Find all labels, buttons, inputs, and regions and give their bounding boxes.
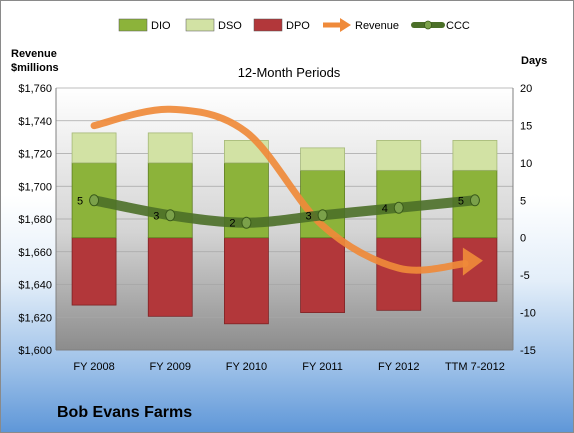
bar-dio — [147, 162, 193, 239]
left-tick-label: $1,720 — [18, 149, 52, 161]
right-tick-label: 10 — [520, 158, 532, 170]
legend-item: DPO — [253, 18, 310, 32]
ccc-point — [165, 209, 176, 222]
bar-dpo — [71, 237, 117, 306]
category-label: FY 2009 — [150, 361, 191, 373]
ccc-point — [393, 201, 404, 214]
bar-dso — [300, 147, 345, 171]
bars — [71, 132, 498, 325]
legend-label: DPO — [286, 20, 310, 32]
legend-label: Revenue — [355, 20, 399, 32]
lines: 5 3 2 3 4 5 — [77, 105, 483, 276]
ccc-data-label: 5 — [458, 195, 464, 207]
right-tick-label: -15 — [520, 345, 536, 357]
legend-arrowhead — [340, 18, 351, 32]
left-axis-label-line2: $millions — [11, 62, 59, 74]
legend-item: DSO — [185, 18, 242, 32]
left-tick-label: $1,760 — [18, 83, 52, 95]
bar-dso — [71, 132, 117, 164]
left-axis-label-line1: Revenue — [11, 48, 57, 60]
ccc-point — [241, 216, 252, 229]
right-tick-label: -10 — [520, 308, 536, 320]
ccc-data-label: 5 — [77, 195, 83, 207]
legend-item: DIO — [118, 18, 171, 32]
bar-dso — [147, 132, 193, 164]
company-name: Bob Evans Farms — [57, 404, 193, 421]
legend-item: CCC — [411, 20, 470, 32]
category-label: FY 2008 — [73, 361, 114, 373]
legend-swatch — [118, 18, 148, 32]
bar-dpo — [300, 237, 345, 313]
ccc-point — [317, 209, 328, 222]
revenue-line — [90, 105, 469, 274]
right-tick-label: 5 — [520, 195, 526, 207]
revenue-arrowhead — [462, 247, 483, 276]
axes: $1,600 $1,620 $1,640 $1,660 $1,680 $1,700 $1,7… — [18, 83, 536, 373]
ccc-data-label: 4 — [382, 203, 388, 215]
right-tick-label: 0 — [520, 233, 526, 245]
ccc-data-label: 3 — [153, 210, 159, 222]
legend-label: DIO — [151, 20, 171, 32]
bar-dpo — [224, 237, 269, 325]
right-tick-label: 20 — [520, 83, 532, 95]
bar-dpo — [147, 237, 193, 317]
left-tick-label: $1,660 — [18, 247, 52, 259]
legend-swatch — [185, 18, 215, 32]
left-tick-label: $1,620 — [18, 312, 52, 324]
ccc-data-label: 3 — [306, 210, 312, 222]
legend-label: DSO — [218, 20, 242, 32]
chart-title: 12-Month Periods — [238, 65, 341, 80]
right-axis-label: Days — [521, 55, 547, 67]
left-tick-label: $1,680 — [18, 214, 52, 226]
category-label: FY 2011 — [302, 361, 343, 373]
bar-dso — [452, 139, 498, 171]
legend-swatch — [253, 18, 283, 32]
legend: DIO DSO DPO Revenue CCC — [118, 18, 470, 32]
left-tick-label: $1,640 — [18, 280, 52, 292]
legend-item: Revenue — [323, 18, 399, 32]
category-label: TTM 7-2012 — [445, 361, 505, 373]
category-label: FY 2010 — [226, 361, 267, 373]
legend-marker — [424, 20, 432, 30]
left-tick-label: $1,700 — [18, 181, 52, 193]
left-tick-label: $1,600 — [18, 345, 52, 357]
legend-label: CCC — [446, 20, 470, 32]
left-tick-label: $1,740 — [18, 116, 52, 128]
right-tick-label: -5 — [520, 270, 530, 282]
ccc-line — [89, 195, 480, 228]
bar-dso — [376, 139, 422, 171]
category-label: FY 2012 — [378, 361, 419, 373]
ccc-data-label: 2 — [229, 218, 235, 230]
ccc-point — [469, 194, 480, 207]
right-tick-label: 15 — [520, 120, 532, 132]
bar-dpo — [376, 237, 422, 311]
bar-dpo — [452, 237, 498, 302]
ccc-point — [89, 194, 100, 207]
